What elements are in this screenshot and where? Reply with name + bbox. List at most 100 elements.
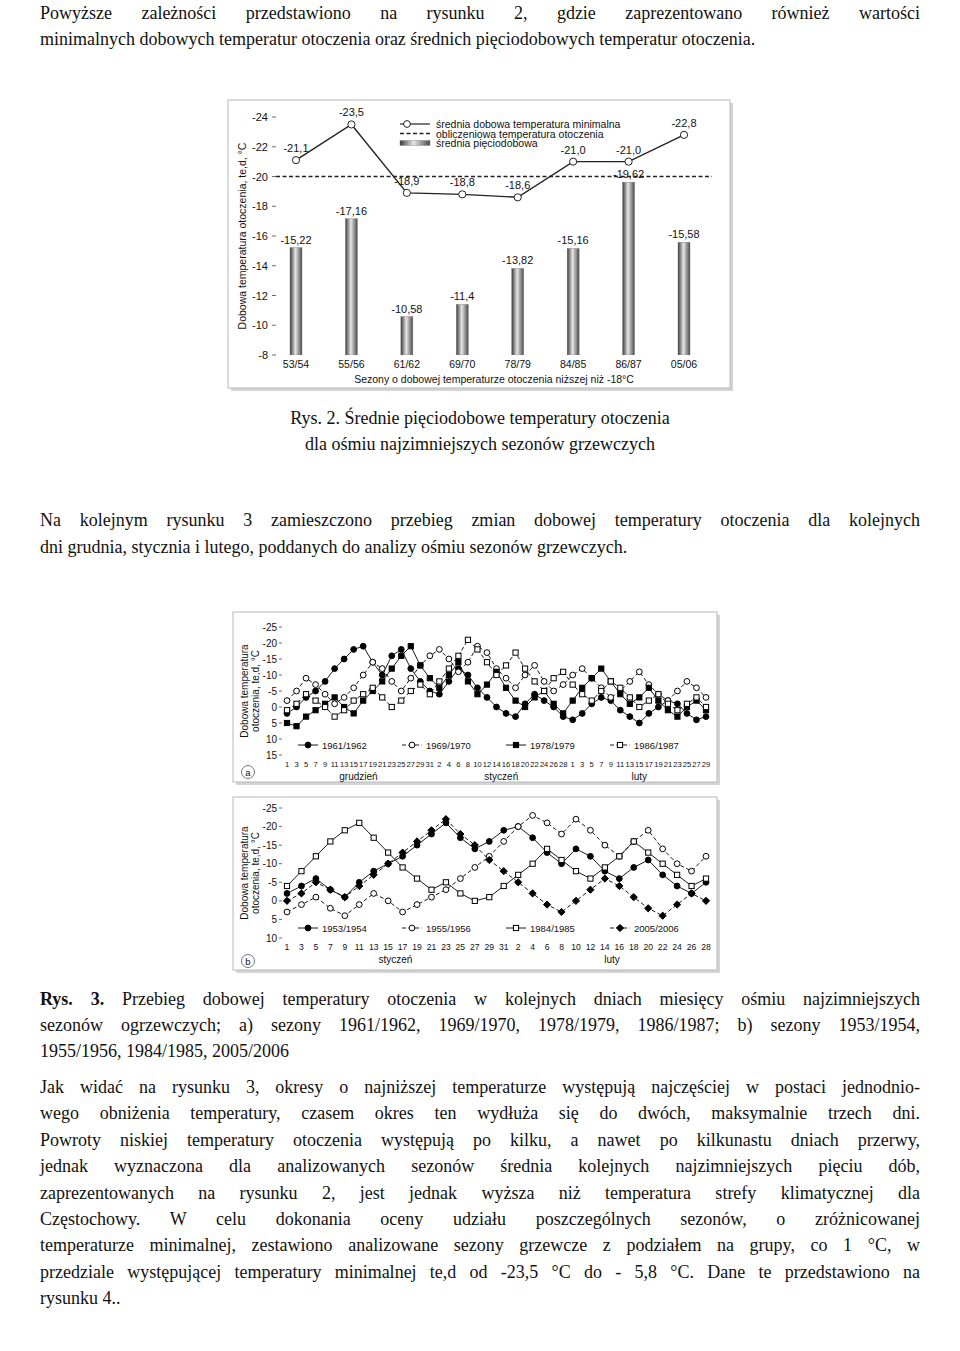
data-label: -15,58 [668,228,699,240]
marker [501,839,507,845]
marker [500,868,507,875]
y-tick-label: -10 [263,858,278,869]
marker [645,827,651,833]
marker [370,685,375,690]
x-tick-label: 19 [412,942,422,952]
x-tick-label: 05/06 [671,358,697,370]
y-tick [279,675,282,676]
line-content: jednak wyznaczona dla analizowanych sezo… [40,1156,920,1176]
marker [627,714,633,720]
marker [303,675,309,681]
text-line: jednak wyznaczona dla analizowanych sezo… [40,1153,920,1179]
text: przedziale występującej temperatury mini… [40,1262,920,1282]
marker [589,698,594,703]
marker [303,692,308,697]
line-content: wego obniżenia temperatury, czasem okres… [40,1103,920,1123]
x-tick-label: 4 [447,760,451,769]
marker [645,905,652,912]
marker [446,656,452,662]
marker [532,695,537,700]
y-tick [272,176,276,177]
marker [429,887,434,892]
marker [559,831,565,837]
y-tick-label: 0 [271,702,277,713]
marker [436,691,442,697]
marker [458,891,463,896]
marker [313,708,318,713]
text: rysunku 4.. [40,1288,121,1308]
marker [446,672,451,677]
text-line: 1955/1956, 1984/1985, 2005/2006 [40,1038,920,1064]
marker [625,158,632,165]
marker [636,720,642,726]
line [287,640,706,717]
text-line: temperaturze minimalnej, zestawiono anal… [40,1232,920,1258]
line-content: Powroty niskiej temperatury otoczenia wy… [40,1130,920,1150]
bar [290,248,302,355]
marker [541,698,547,704]
y-tick-label: -16 [252,230,268,242]
marker [560,682,566,688]
marker [675,872,680,877]
marker [465,659,471,665]
marker [361,698,366,703]
y-axis-label: Dobowa temperatura [239,644,250,738]
x-tick-label: 3 [580,760,584,769]
text-line: Rys. 3. Przebieg dobowej temperatury oto… [40,986,920,1012]
marker [284,708,289,713]
x-tick-label: 86/87 [615,358,641,370]
data-label: -15,22 [280,234,311,246]
marker [284,720,289,725]
x-tick-label: 8 [559,942,564,952]
x-tick-label: 78/79 [505,358,531,370]
marker [459,191,466,198]
y-tick [279,643,282,644]
marker [579,666,585,672]
text-line: wego obniżenia temperatury, czasem okres… [40,1100,920,1126]
y-tick [272,206,276,207]
marker [322,679,328,685]
marker [327,886,334,893]
marker [630,894,637,901]
x-tick-label: 29 [702,760,710,769]
marker [486,839,492,845]
x-tick-label: 13 [369,942,379,952]
marker [660,846,666,852]
x-tick-label: 27 [470,942,480,952]
marker [465,679,470,684]
y-tick-label: 10 [266,933,278,944]
marker [503,685,508,690]
text: Powroty niskiej temperatury otoczenia wy… [40,1130,920,1150]
marker [675,701,681,707]
panel-label: b [245,956,250,967]
marker [551,701,556,706]
marker [684,679,690,685]
marker [694,695,699,700]
marker [589,676,594,681]
reference-line [276,176,712,178]
month-label: luty [632,771,648,782]
marker [371,835,376,840]
marker [513,742,518,747]
x-tick-label: 5 [590,760,594,769]
marker [379,672,385,678]
legend: średnia dobowa temperatura minimalnaobli… [400,118,621,149]
marker [342,894,348,900]
legend-label: średnia pięciodobowa [436,137,538,149]
y-axis-label: Dobowa temperatura otoczenia, te,d, °C [236,142,248,329]
marker [608,695,614,701]
legend-label: 1955/1956 [426,923,471,934]
marker [561,669,566,674]
marker [646,685,651,690]
y-tick-label: -25 [263,622,278,633]
x-tick-label: 23 [673,760,681,769]
marker [532,663,538,669]
marker [572,897,579,904]
marker [429,894,435,900]
data-label: -21,1 [283,142,308,154]
marker [484,660,489,665]
x-tick-label: 31 [426,760,434,769]
marker [342,828,347,833]
marker [370,871,377,878]
marker [327,905,333,911]
